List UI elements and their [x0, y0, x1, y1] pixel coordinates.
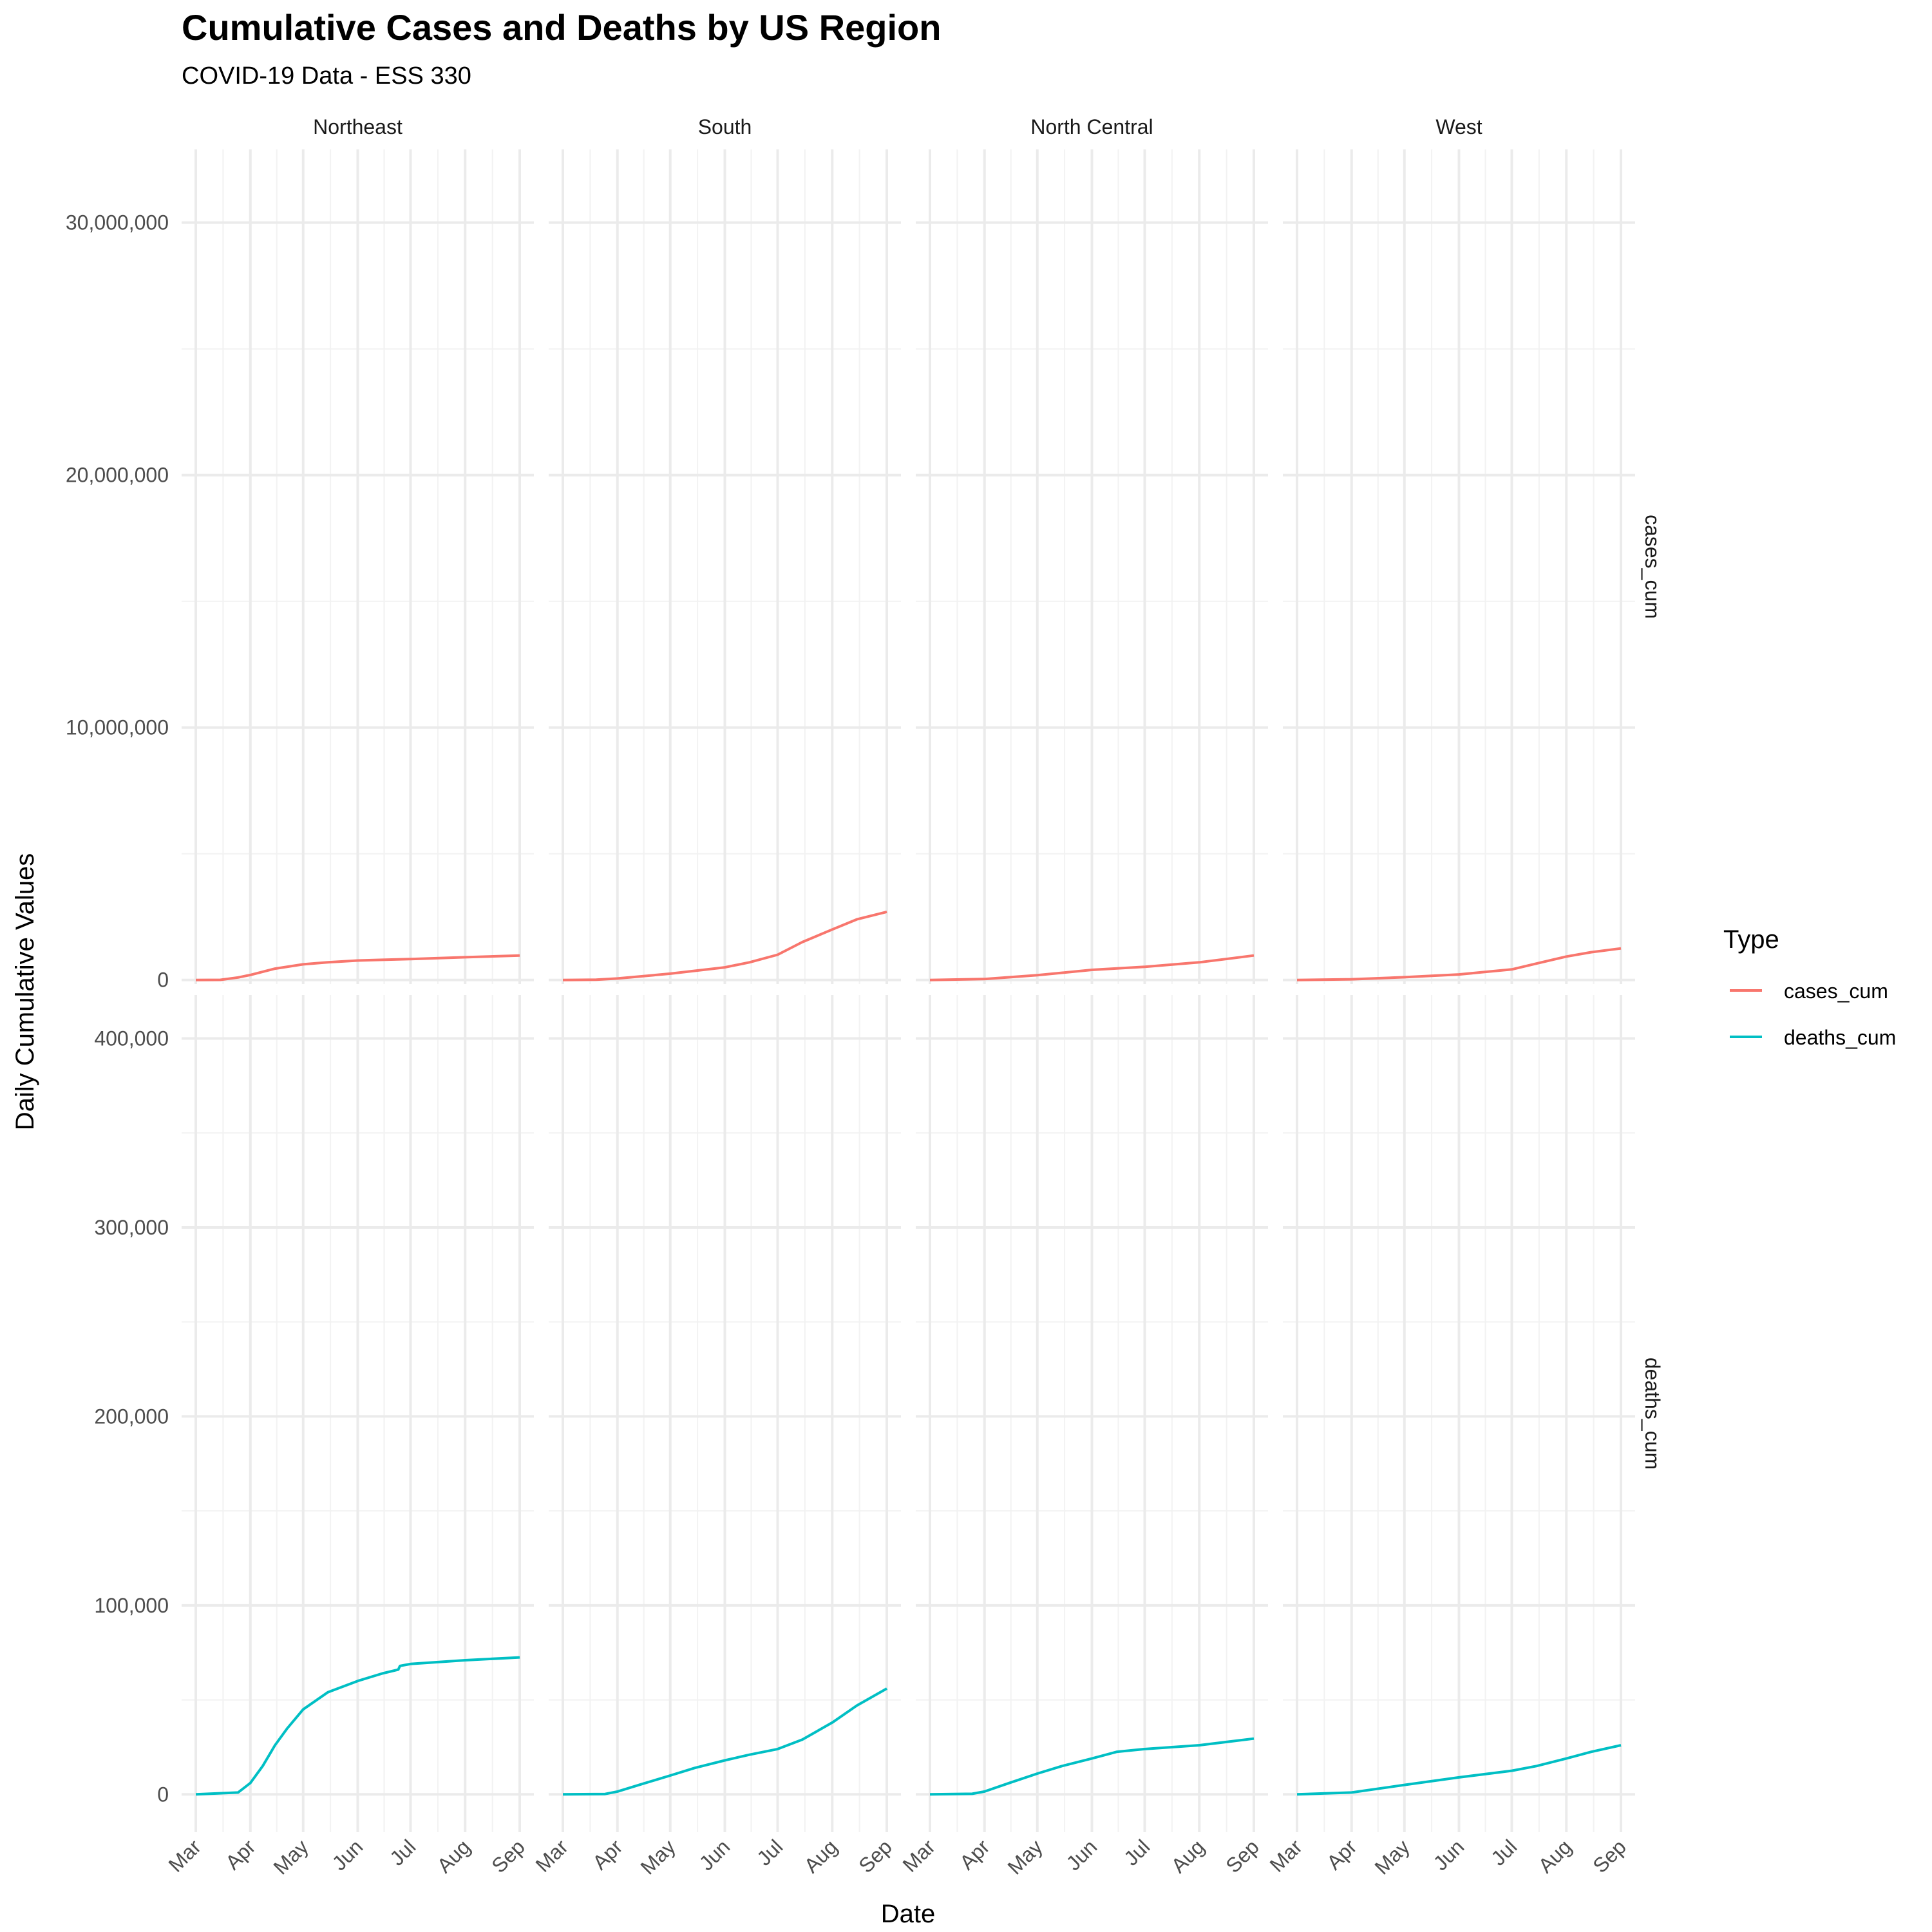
- y-tick-label: 400,000: [94, 1027, 169, 1050]
- facet-label-0: Northeast: [313, 115, 402, 138]
- x-tick-label: Aug: [433, 1835, 475, 1877]
- x-tick-label: Jun: [1429, 1835, 1469, 1875]
- facet-label-3: West: [1435, 115, 1482, 138]
- legend-label-cases: cases_cum: [1784, 980, 1888, 1003]
- series-line-cases_cum-3: [1296, 947, 1622, 981]
- series-line-deaths_cum-1: [562, 1687, 887, 1796]
- facet-label-1: South: [698, 115, 752, 138]
- x-tick-label: Jul: [752, 1835, 787, 1870]
- row-label-cases_cum: cases_cum: [1641, 515, 1664, 619]
- y-tick-label: 10,000,000: [66, 716, 169, 739]
- series-line-cases_cum-1: [562, 910, 887, 981]
- x-tick-label: Sep: [1221, 1835, 1264, 1877]
- x-tick-labels: Mar Apr May Jun Jul Aug Sep Mar Apr May Jun Jul Aug S…: [164, 1835, 1631, 1879]
- series-line-cases_cum-2: [929, 954, 1255, 981]
- y-tick-label: 20,000,000: [66, 464, 169, 487]
- grid-layer: [182, 149, 1635, 1832]
- x-tick-label: May: [269, 1835, 313, 1879]
- x-tick-label: Mar: [164, 1835, 206, 1877]
- series-line-deaths_cum-0: [195, 1656, 520, 1796]
- x-tick-label: May: [1370, 1835, 1414, 1879]
- facet-label-2: North Central: [1030, 115, 1153, 138]
- legend-title: Type: [1723, 925, 1779, 954]
- series-line-deaths_cum-2: [929, 1737, 1255, 1796]
- x-tick-label: Aug: [1534, 1835, 1577, 1877]
- y-tick-label: 30,000,000: [66, 211, 169, 234]
- series-line-cases_cum-0: [195, 954, 520, 981]
- y-tick-label: 200,000: [94, 1405, 169, 1428]
- y-tick-label: 300,000: [94, 1216, 169, 1239]
- x-tick-label: May: [1003, 1835, 1047, 1879]
- x-tick-label: Sep: [1588, 1835, 1631, 1877]
- x-tick-label: Jul: [1119, 1835, 1154, 1870]
- row-label-deaths_cum: deaths_cum: [1641, 1358, 1664, 1470]
- legend-label-deaths: deaths_cum: [1784, 1026, 1896, 1049]
- y-tick-label: 0: [157, 969, 169, 992]
- facet-strips: Northeast South North Central West: [313, 115, 1482, 138]
- series-layer: [195, 910, 1622, 1796]
- series-line-deaths_cum-3: [1296, 1744, 1622, 1796]
- x-tick-label: Jun: [1062, 1835, 1102, 1875]
- y-tick-labels: 0 10,000,000 20,000,000 30,000,000 0 100,000 2…: [66, 211, 169, 1806]
- x-tick-label: Sep: [854, 1835, 896, 1877]
- x-tick-label: Jun: [328, 1835, 368, 1875]
- x-tick-label: Mar: [1265, 1835, 1307, 1877]
- x-tick-label: Jul: [1486, 1835, 1521, 1870]
- x-tick-label: Jul: [385, 1835, 420, 1870]
- x-tick-label: Aug: [1167, 1835, 1209, 1877]
- x-tick-label: Apr: [1322, 1835, 1361, 1874]
- x-tick-label: Apr: [955, 1835, 994, 1874]
- row-strips: cases_cum deaths_cum: [1641, 515, 1664, 1470]
- x-tick-label: Apr: [221, 1835, 260, 1874]
- chart-title: Cumulative Cases and Deaths by US Region: [182, 7, 941, 48]
- x-tick-label: Mar: [531, 1835, 573, 1877]
- y-tick-label: 0: [157, 1783, 169, 1806]
- x-tick-label: Sep: [487, 1835, 529, 1877]
- y-axis-title: Daily Cumulative Values: [11, 853, 39, 1131]
- x-tick-label: May: [636, 1835, 680, 1879]
- chart-subtitle: COVID-19 Data - ESS 330: [182, 62, 471, 90]
- x-tick-label: Aug: [800, 1835, 842, 1877]
- x-tick-label: Mar: [898, 1835, 940, 1877]
- x-tick-label: Apr: [588, 1835, 627, 1874]
- x-tick-label: Jun: [695, 1835, 735, 1875]
- y-tick-label: 100,000: [94, 1594, 169, 1617]
- x-axis-title: Date: [881, 1900, 936, 1928]
- legend: Type cases_cum deaths_cum: [1723, 925, 1896, 1049]
